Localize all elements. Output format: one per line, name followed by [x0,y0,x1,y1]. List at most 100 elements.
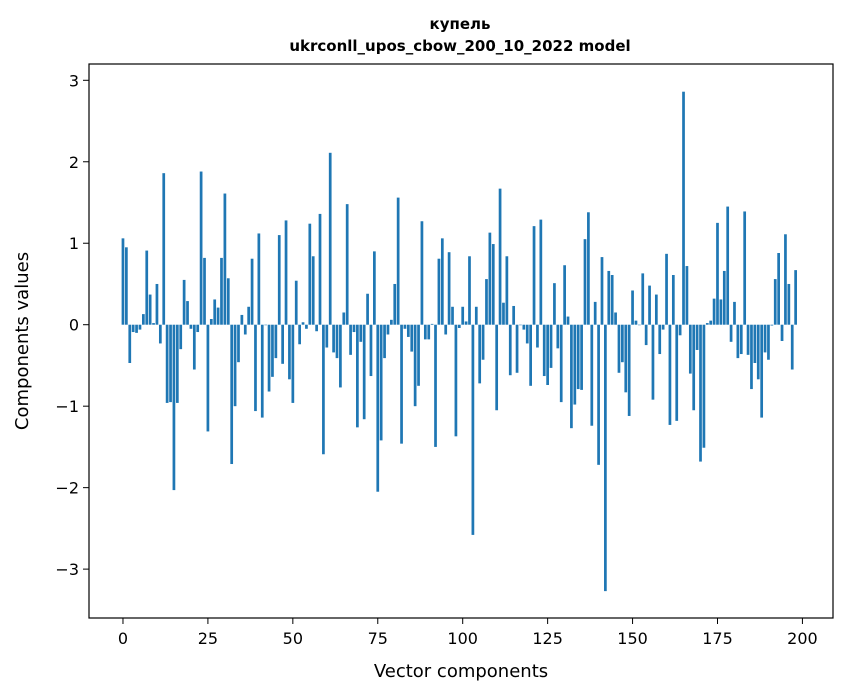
bar [553,283,556,325]
bar [750,324,753,390]
bar [624,324,628,393]
bar [362,324,366,420]
bar [291,324,295,403]
bar [376,324,380,492]
bar [488,232,492,325]
chart-subtitle: ukrconll_upos_cbow_200_10_2022 model [289,37,630,55]
bar [396,197,400,325]
y-tick-label: −1 [55,397,79,416]
bar [546,324,549,385]
bar [294,280,298,325]
bar [607,270,611,325]
bar [254,324,257,412]
bar [790,324,794,370]
bar [400,324,403,444]
bar [440,238,444,325]
bar [250,258,254,325]
bar [508,324,512,376]
bar [692,324,696,411]
bar [733,301,736,325]
bar [142,314,145,325]
bar [563,265,566,325]
y-tick-label: −3 [55,560,79,579]
bar [760,324,764,418]
bar [186,301,189,325]
x-tick-label: 100 [447,629,478,648]
bar [264,324,268,326]
bar [682,91,685,325]
bar [393,283,397,325]
bar [638,324,641,326]
y-tick-label: −2 [55,479,79,498]
bar [532,226,536,325]
bar [661,324,665,330]
bar [634,320,638,325]
bar [247,306,251,325]
bar [549,324,553,368]
bar [226,278,230,325]
bar [566,316,570,325]
bar [743,211,747,325]
bar [308,223,312,325]
bars-group [121,91,797,592]
bar [175,324,179,403]
bar [468,256,471,325]
x-tick-label: 150 [617,629,648,648]
bar [519,324,522,326]
bar [155,283,159,325]
bar [277,235,281,325]
bar [288,324,291,380]
x-tick-label: 125 [532,629,563,648]
bar [502,302,505,325]
bar [237,324,240,363]
bar [413,324,417,407]
bar [220,257,223,325]
bar [767,324,770,360]
x-tick-label: 175 [702,629,733,648]
bar [729,324,733,342]
bar [434,324,437,447]
bar [366,293,369,325]
bar [627,324,631,416]
bar [305,324,308,329]
bar [542,324,546,377]
bar [444,324,448,335]
bar [342,312,346,325]
bar [243,324,247,335]
bar [604,324,607,592]
bar [179,324,183,350]
bar [780,324,784,341]
x-axis-label: Vector components [374,661,548,682]
bar [756,324,760,380]
bar [495,324,499,411]
bar [777,253,780,325]
bar [311,256,315,325]
bar [600,257,604,325]
bar [284,220,288,325]
bar [192,324,196,370]
bar [386,324,390,335]
bar [260,324,264,418]
bar [423,324,427,340]
bar [719,299,723,325]
bar [447,252,451,325]
bar [770,324,774,326]
bar [318,213,322,325]
bar [512,305,516,325]
bar [128,324,132,363]
bar [773,279,777,325]
bar [390,319,393,325]
bar [498,188,502,325]
bar [349,324,352,355]
bar [709,320,713,325]
x-tick-label: 200 [787,629,818,648]
y-tick-label: 3 [69,71,79,90]
bar [580,324,583,390]
x-axis-ticks: 0 25 50 75 100 125 150 175 200 [118,618,818,648]
y-axis-ticks: −3 −2 −1 0 1 2 3 [55,71,89,579]
bar [379,324,383,441]
bar [570,324,573,429]
bar [230,324,234,465]
